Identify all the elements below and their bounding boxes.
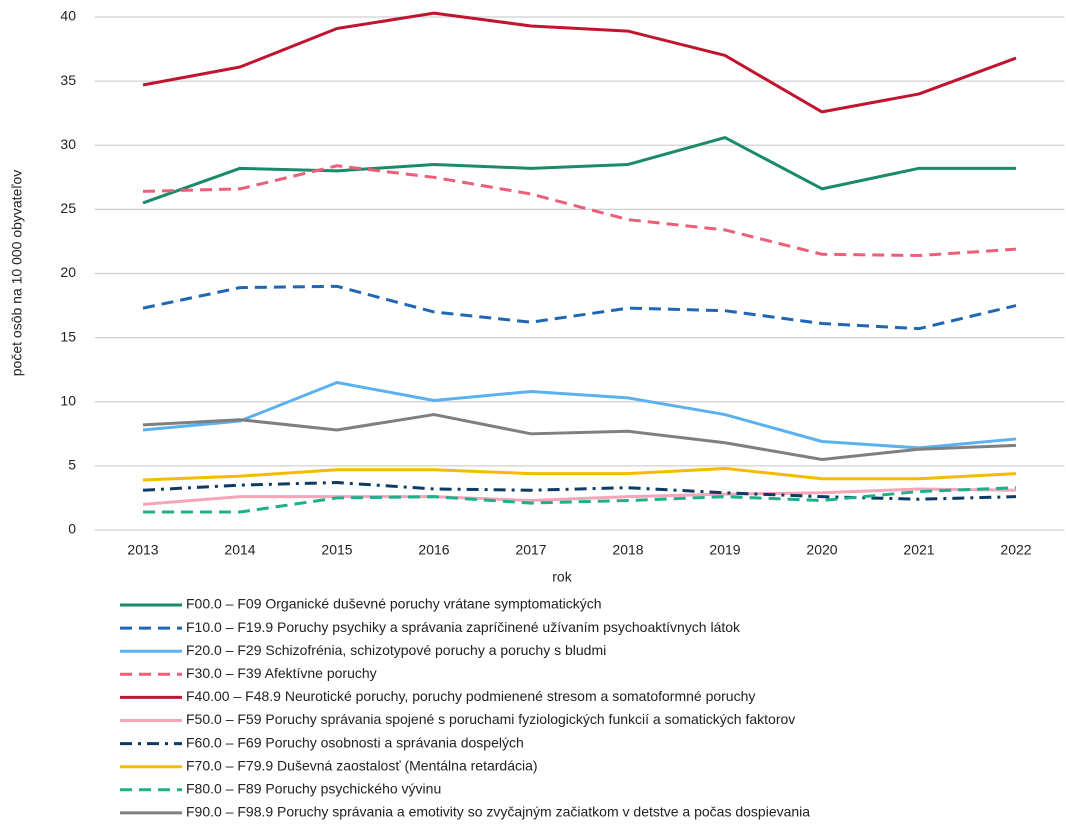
x-tick-label: 2019 (709, 542, 740, 558)
x-tick-label: 2021 (903, 542, 934, 558)
x-axis-label: rok (552, 569, 572, 585)
series-line (142, 381, 1017, 450)
x-tick-label: 2017 (515, 542, 546, 558)
series-line (142, 284, 1017, 331)
legend-label: F40.00 – F48.9 Neurotické poruchy, poruc… (186, 688, 755, 704)
legend-label: F00.0 – F09 Organické duševné poruchy vr… (186, 596, 602, 612)
y-tick-label: 0 (68, 521, 76, 537)
legend-label: F30.0 – F39 Afektívne poruchy (186, 665, 377, 681)
y-tick-label: 35 (60, 72, 76, 88)
x-tick-label: 2022 (1000, 542, 1031, 558)
legend-label: F50.0 – F59 Poruchy správania spojené s … (186, 711, 795, 727)
series-line (142, 413, 1017, 461)
x-tick-label: 2014 (224, 542, 255, 558)
legend-label: F70.0 – F79.9 Duševná zaostalosť (Mentál… (186, 757, 538, 773)
x-tick-label: 2020 (806, 542, 837, 558)
legend-label: F90.0 – F98.9 Poruchy správania a emotiv… (186, 804, 810, 820)
series-line (142, 481, 1017, 501)
legend-label: F60.0 – F69 Poruchy osobnosti a správani… (186, 734, 524, 750)
series-line (142, 164, 1017, 258)
series-line (142, 136, 1016, 205)
y-tick-label: 30 (60, 136, 76, 152)
y-tick-label: 15 (60, 328, 76, 344)
series-line (142, 11, 1017, 114)
x-tick-label: 2018 (612, 542, 643, 558)
y-tick-label: 20 (60, 264, 76, 280)
series-line (143, 486, 1017, 514)
legend-label: F20.0 – F29 Schizofrénia, schizotypové p… (186, 642, 606, 658)
y-tick-label: 25 (60, 200, 76, 216)
legend-label: F80.0 – F89 Poruchy psychického vývinu (186, 781, 441, 797)
y-tick-label: 40 (60, 8, 76, 24)
x-tick-label: 2016 (418, 542, 449, 558)
y-tick-label: 5 (68, 457, 76, 473)
legend-label: F10.0 – F19.9 Poruchy psychiky a správan… (186, 619, 741, 635)
y-tick-label: 10 (60, 392, 76, 408)
series-line (142, 466, 1017, 482)
x-tick-label: 2013 (127, 542, 158, 558)
series-line (142, 487, 1017, 506)
y-axis-label: počet osôb na 10 000 obyvateľov (9, 170, 25, 376)
x-tick-label: 2015 (321, 542, 352, 558)
